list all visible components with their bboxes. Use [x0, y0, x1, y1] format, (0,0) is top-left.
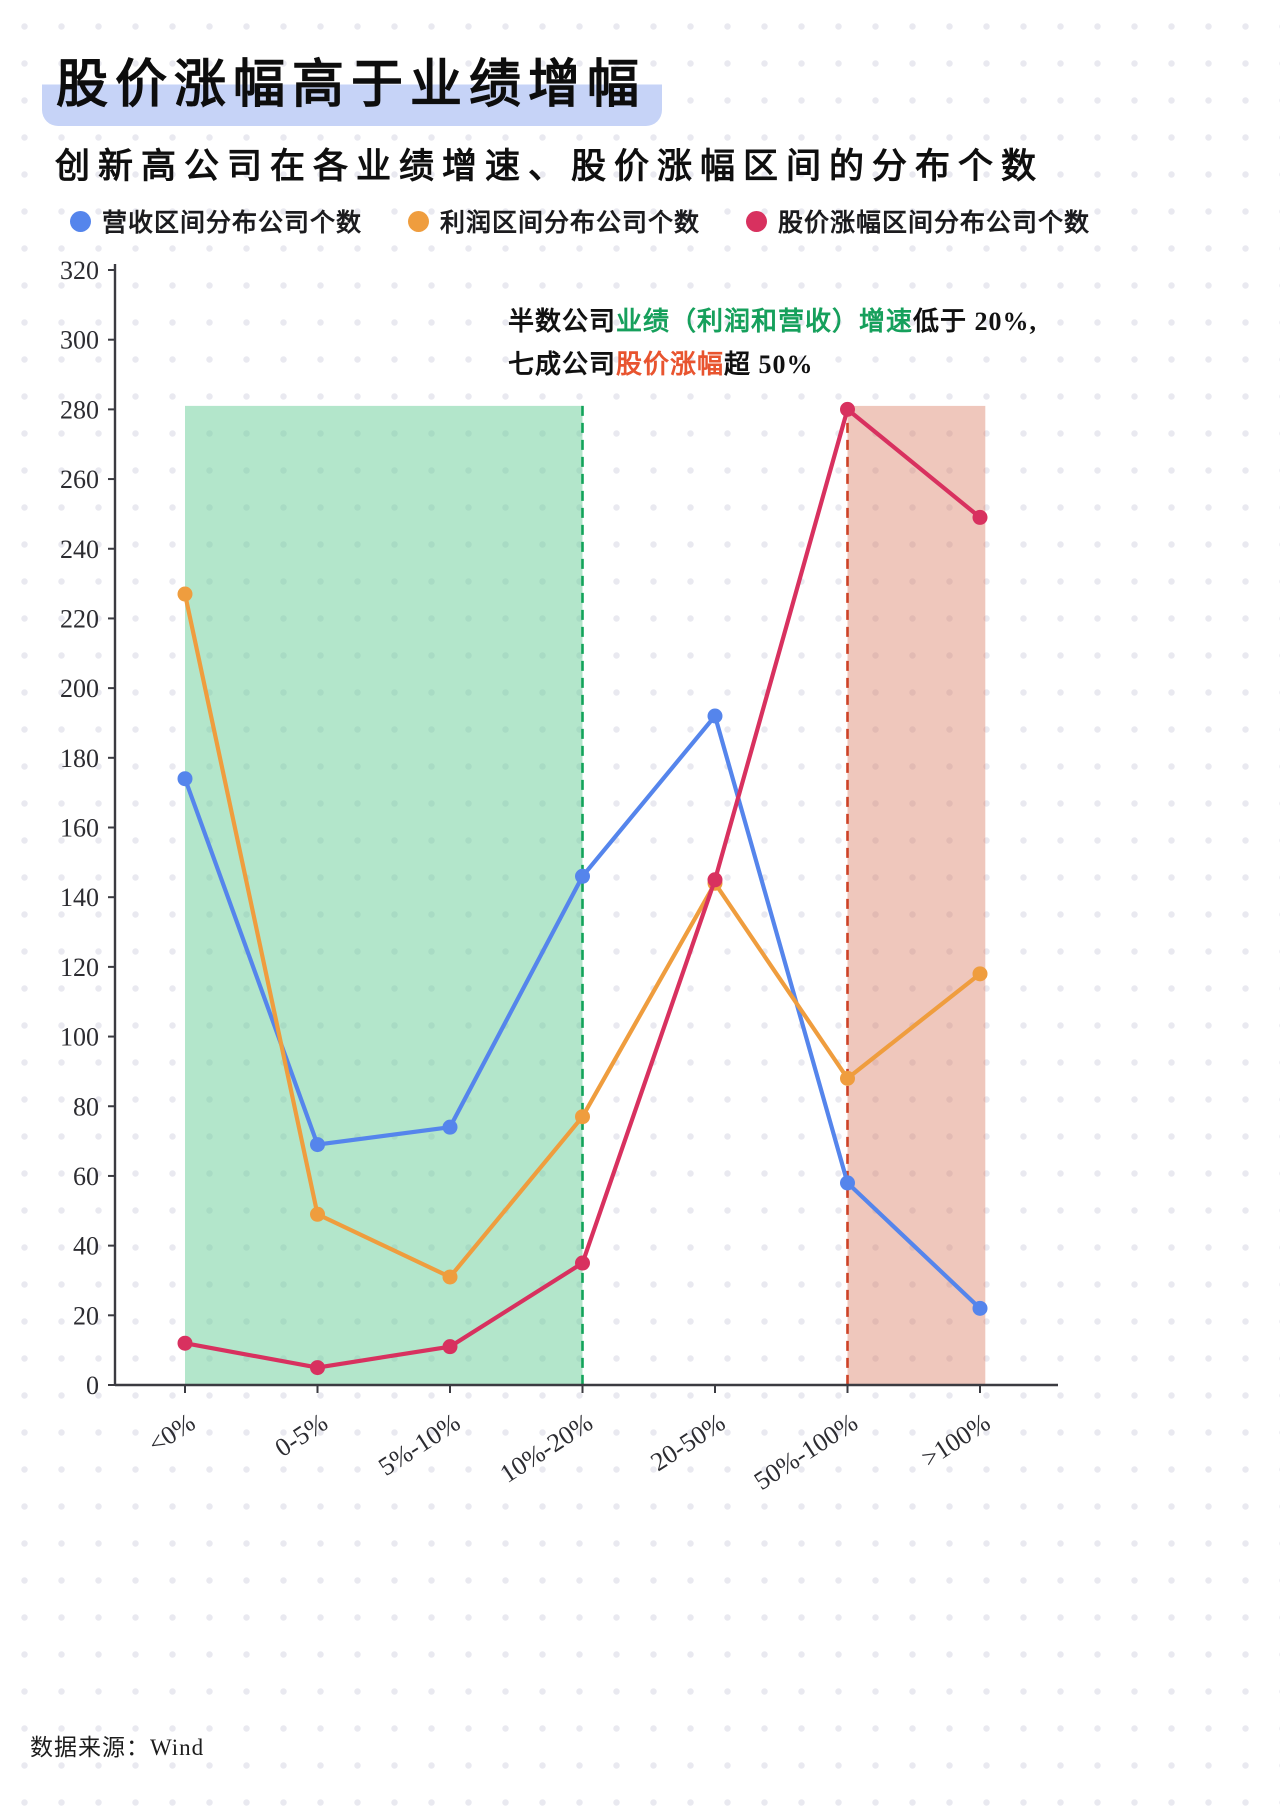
x-tick-label: <0%: [143, 1408, 200, 1459]
data-point-s0-c6: [972, 1300, 988, 1316]
y-tick-label: 220: [60, 604, 99, 633]
y-tick-label: 260: [60, 465, 99, 494]
data-point-s0-c0: [177, 771, 193, 787]
y-tick-label: 200: [60, 674, 99, 703]
page-title: 股价涨幅高于业绩增幅: [42, 42, 663, 126]
y-tick-label: 280: [60, 395, 99, 424]
data-source: 数据来源：Wind: [30, 1735, 205, 1760]
data-point-s2-c1: [310, 1360, 325, 1376]
y-tick-label: 80: [73, 1092, 99, 1121]
data-point-s1-c3: [575, 1109, 590, 1125]
chart-annotation: 半数公司业绩（利润和营收）增速低于 20%, 七成公司股价涨幅超 50%: [508, 300, 1037, 386]
highlight-region-1: [847, 405, 986, 1385]
annotation-text: 半数公司: [508, 307, 617, 336]
chart-subtitle: 创新高公司在各业绩增速、股价涨幅区间的分布个数: [55, 147, 1045, 186]
y-tick-label: 0: [86, 1371, 99, 1400]
x-tick-label: 0-5%: [270, 1408, 333, 1463]
data-point-s0-c4: [707, 708, 723, 724]
highlight-region-0: [185, 405, 583, 1385]
annotation-line-1: 半数公司业绩（利润和营收）增速低于 20%,: [508, 300, 1037, 343]
title-highlight: 股价涨幅高于业绩增幅: [42, 57, 663, 126]
y-tick-label: 320: [60, 256, 99, 285]
y-tick-label: 120: [60, 953, 99, 982]
y-tick-label: 140: [60, 883, 99, 912]
annotation-line-2: 七成公司股价涨幅超 50%: [508, 343, 1037, 386]
data-point-s0-c3: [575, 868, 590, 884]
y-tick-label: 20: [73, 1301, 99, 1330]
chart-legend: 营收区间分布公司个数 利润区间分布公司个数 股价涨幅区间分布公司个数: [70, 203, 1090, 239]
x-tick-label: >100%: [916, 1408, 995, 1473]
data-point-s1-c1: [310, 1206, 325, 1222]
y-tick-label: 40: [73, 1232, 99, 1261]
y-tick-label: 160: [60, 814, 99, 843]
legend-item-price: 股价涨幅区间分布公司个数: [746, 203, 1090, 239]
data-point-s0-c2: [442, 1119, 458, 1135]
y-tick-label: 180: [60, 744, 99, 773]
legend-item-revenue: 营收区间分布公司个数: [70, 203, 362, 239]
data-point-s2-c2: [442, 1339, 458, 1355]
data-point-s2-c6: [972, 509, 988, 525]
legend-item-profit: 利润区间分布公司个数: [408, 203, 700, 239]
data-point-s2-c5: [840, 401, 855, 417]
legend-label-revenue: 营收区间分布公司个数: [102, 210, 363, 237]
data-point-s1-c6: [972, 966, 988, 982]
legend-dot-profit-icon: [408, 210, 430, 232]
legend-label-profit: 利润区间分布公司个数: [440, 210, 701, 237]
data-point-s2-c3: [575, 1255, 590, 1271]
x-tick-label: 50%-100%: [749, 1408, 863, 1496]
annotation-text: 低于 20%,: [913, 307, 1038, 336]
legend-label-price: 股价涨幅区间分布公司个数: [778, 210, 1091, 237]
y-tick-label: 300: [60, 326, 99, 355]
data-point-s1-c5: [840, 1070, 855, 1086]
annotation-text-red: 股价涨幅: [616, 350, 725, 379]
data-point-s2-c0: [177, 1335, 193, 1351]
data-point-s1-c0: [177, 586, 193, 602]
annotation-text: 七成公司: [508, 350, 617, 379]
x-tick-label: 20-50%: [645, 1408, 730, 1477]
data-point-s0-c1: [310, 1137, 325, 1153]
legend-dot-revenue-icon: [70, 210, 91, 232]
y-tick-label: 240: [60, 535, 99, 564]
data-point-s0-c5: [840, 1175, 855, 1191]
x-tick-label: 10%-20%: [495, 1408, 598, 1489]
x-tick-label: 5%-10%: [373, 1408, 465, 1482]
annotation-text-green: 业绩（利润和营收）增速: [616, 307, 914, 336]
legend-dot-price-icon: [746, 210, 768, 232]
y-tick-label: 60: [73, 1162, 99, 1191]
y-tick-label: 100: [60, 1023, 99, 1052]
data-point-s1-c2: [442, 1269, 458, 1285]
annotation-text: 超 50%: [724, 350, 814, 379]
data-point-s2-c4: [707, 872, 723, 888]
